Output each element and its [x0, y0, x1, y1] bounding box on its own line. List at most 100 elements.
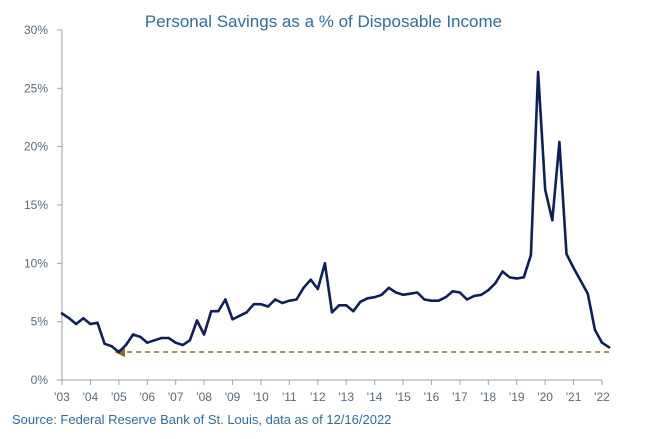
data-point: [82, 317, 85, 320]
data-point: [75, 322, 78, 326]
data-point: [330, 311, 334, 314]
data-point: [416, 291, 419, 294]
x-tick-label: '22: [594, 390, 610, 404]
data-point: [409, 292, 412, 295]
x-tick-label: '06: [139, 390, 155, 404]
data-point: [508, 276, 511, 279]
data-point: [401, 293, 405, 296]
x-tick-label: '12: [310, 390, 326, 404]
y-tick-label: 20%: [24, 140, 48, 154]
data-point: [281, 301, 284, 305]
y-tick-label: 15%: [24, 198, 48, 212]
data-point: [572, 266, 575, 270]
data-point: [174, 341, 177, 344]
data-point: [316, 287, 319, 291]
x-axis: '03 '04 '05 '06 '07 '08 '09 '10 '11 '12 '13 '14 '15 '…: [54, 379, 610, 404]
data-point: [110, 345, 113, 348]
data-point: [302, 286, 305, 289]
data-point: [472, 294, 476, 298]
x-tick-label: '16: [424, 390, 440, 404]
data-point: [437, 299, 440, 302]
chart-title: Personal Savings as a % of Disposable In…: [144, 12, 503, 31]
data-point: [60, 312, 64, 315]
data-point: [224, 298, 227, 301]
data-point: [480, 293, 483, 296]
data-point: [153, 339, 156, 342]
data-point: [522, 276, 525, 279]
data-point: [309, 278, 312, 281]
data-point: [195, 319, 199, 322]
series-line: [60, 70, 611, 354]
data-point: [167, 336, 170, 340]
data-point: [124, 343, 128, 347]
x-tick-label: '03: [54, 390, 70, 404]
data-point: [67, 317, 71, 320]
data-point: [565, 252, 568, 256]
y-tick-label: 10%: [24, 256, 48, 270]
series-layer: [60, 70, 611, 354]
data-point: [352, 310, 355, 313]
data-point: [558, 140, 561, 144]
data-point: [238, 314, 241, 317]
y-tick-label: 5%: [31, 315, 49, 329]
data-point: [430, 299, 433, 302]
data-point: [231, 318, 234, 321]
data-point: [536, 70, 540, 74]
data-point: [501, 270, 504, 273]
data-point: [359, 300, 362, 303]
x-tick-label: '20: [537, 390, 553, 404]
x-tick-label: '05: [111, 390, 127, 404]
data-point: [146, 341, 149, 344]
data-point: [337, 304, 341, 307]
data-point: [103, 342, 106, 345]
x-tick-label: '04: [83, 390, 99, 404]
data-point: [259, 303, 263, 306]
data-point: [266, 305, 270, 308]
y-tick-label: 0%: [31, 373, 49, 387]
x-tick-label: '18: [480, 390, 496, 404]
data-point: [295, 298, 298, 301]
data-point: [202, 333, 206, 336]
data-point: [394, 291, 398, 294]
data-point: [274, 298, 277, 301]
data-point: [600, 341, 604, 344]
data-point: [551, 219, 554, 222]
data-point: [89, 322, 92, 326]
data-point: [451, 290, 454, 293]
data-point: [188, 339, 192, 342]
x-tick-label: '09: [225, 390, 241, 404]
data-point: [181, 343, 184, 347]
data-point: [423, 298, 426, 301]
x-tick-label: '14: [367, 390, 383, 404]
data-point: [373, 296, 376, 299]
data-point: [586, 292, 589, 295]
data-point: [515, 277, 518, 280]
data-point: [252, 303, 255, 306]
data-point: [494, 282, 497, 285]
data-point: [458, 291, 462, 294]
x-tick-label: '17: [452, 390, 468, 404]
data-point: [387, 286, 390, 289]
x-tick-label: '21: [566, 390, 582, 404]
data-point: [245, 311, 248, 314]
data-point: [444, 296, 447, 299]
y-axis: 0% 5% 10% 15% 20% 25% 30%: [24, 23, 63, 387]
source-note: Source: Federal Reserve Bank of St. Loui…: [12, 412, 392, 427]
data-point: [217, 310, 220, 313]
data-point: [593, 328, 597, 331]
data-point: [380, 293, 383, 296]
x-tick-label: '10: [253, 390, 269, 404]
x-tick-label: '15: [395, 390, 411, 404]
data-point: [210, 310, 213, 313]
data-point: [544, 188, 547, 191]
y-tick-label: 25%: [24, 81, 48, 95]
data-point: [139, 335, 142, 338]
x-tick-label: '19: [509, 390, 525, 404]
data-point: [96, 321, 99, 324]
data-point: [529, 254, 533, 257]
data-point: [579, 279, 582, 282]
data-point: [366, 297, 369, 300]
data-point: [288, 299, 291, 302]
data-point: [607, 346, 611, 349]
